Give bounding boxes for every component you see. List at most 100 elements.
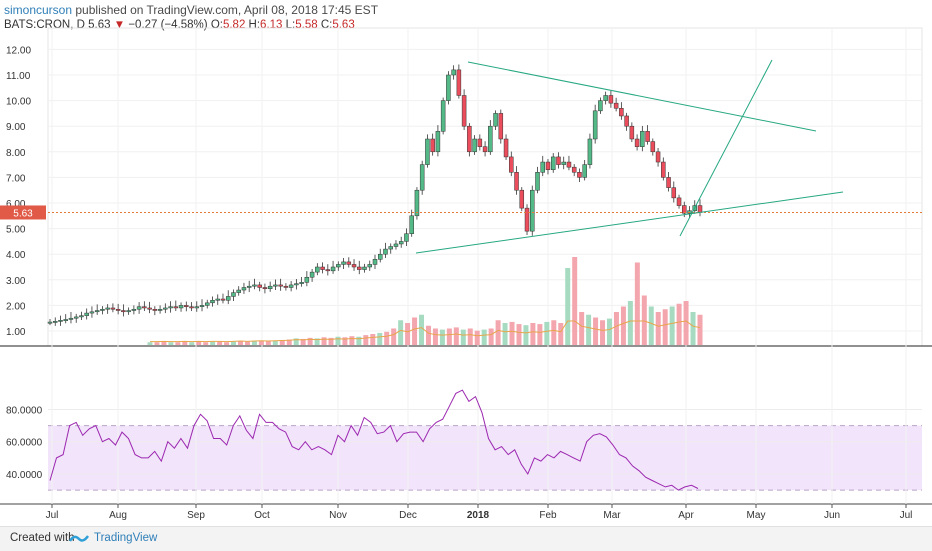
volume-bar — [641, 295, 647, 345]
candle-body — [482, 146, 488, 153]
candle-body — [566, 161, 572, 168]
volume-bar — [217, 341, 223, 345]
volume-bar — [293, 338, 299, 345]
volume-bar — [544, 321, 550, 345]
candle-body — [425, 138, 430, 165]
volume-bar — [342, 337, 348, 345]
author-link[interactable]: simoncurson — [4, 3, 73, 17]
candle-body — [142, 306, 147, 309]
candle-body — [73, 316, 79, 319]
volume-bar — [481, 329, 487, 345]
high-label: H: — [248, 19, 261, 31]
volume-bar — [690, 312, 696, 345]
volume-bar — [196, 341, 202, 345]
candle-body — [519, 189, 525, 209]
candle-body — [341, 261, 346, 265]
candle-body — [571, 166, 577, 173]
candle-body — [435, 131, 441, 153]
rsi-line — [49, 389, 699, 491]
price-tick-label: 11.00 — [6, 71, 31, 82]
price-tick-label: 9.00 — [6, 122, 26, 133]
volume-bar — [523, 325, 529, 345]
price-tick-label: 5.00 — [6, 225, 26, 236]
published-text: published on TradingView.com, April 08, … — [75, 3, 379, 17]
volume-bar — [189, 342, 195, 345]
candle-body — [613, 102, 619, 109]
candle-body — [493, 113, 498, 127]
volume-bar — [349, 336, 355, 345]
volume-bar — [683, 301, 689, 345]
candle-body — [372, 259, 378, 265]
candle-body — [351, 264, 357, 268]
candle-body — [388, 246, 393, 250]
volume-bar — [356, 336, 362, 345]
candle-body — [498, 113, 504, 140]
candle-body — [100, 308, 105, 311]
volume-bar — [537, 324, 543, 345]
volume-bar — [697, 314, 703, 345]
candle-body — [461, 95, 467, 127]
candle-body — [152, 308, 158, 311]
candle-body — [556, 156, 561, 165]
volume-bar — [161, 341, 167, 345]
close-label: C: — [320, 19, 333, 31]
chart-area[interactable]: 1.00 2.00 3.00 4.00 5.00 6.00 7.00 8.00 9.00 10.0… — [0, 0, 932, 526]
candle-body — [330, 266, 336, 272]
candle-body — [262, 287, 268, 290]
volume-bar — [210, 341, 216, 345]
candle-body — [79, 315, 84, 318]
candle-body — [592, 110, 598, 140]
candle-body — [398, 241, 404, 245]
volume-bar — [502, 323, 508, 345]
candle-body — [147, 307, 152, 310]
candle-body — [477, 138, 483, 147]
candle-body — [220, 298, 226, 301]
volume-bar — [627, 301, 633, 345]
candle-body — [671, 187, 677, 199]
volume-bar — [405, 323, 411, 345]
time-tick-label: Dec — [399, 510, 417, 521]
volume-bar — [613, 312, 619, 345]
candle-body — [446, 74, 451, 101]
volume-bar — [384, 331, 390, 345]
candle-body — [377, 253, 383, 260]
volume-bar — [495, 320, 501, 345]
price-tick-label: 8.00 — [6, 148, 26, 159]
candle-body — [430, 138, 435, 153]
candle-body — [404, 233, 409, 242]
candle-body — [697, 205, 703, 213]
volume-bar — [620, 306, 626, 345]
candle-body — [655, 151, 661, 163]
time-tick-label: Jun — [824, 510, 840, 521]
candle-body — [645, 131, 650, 142]
candle-body — [598, 100, 603, 112]
time-tick-label: Aug — [109, 510, 127, 521]
candle-body — [236, 289, 241, 293]
volume-bar — [425, 325, 431, 345]
candle-body — [514, 172, 519, 191]
volume-bar — [314, 338, 320, 345]
candle-body — [246, 285, 252, 288]
candle-body — [309, 271, 315, 278]
candle-body — [456, 69, 462, 96]
candle-body — [168, 306, 173, 309]
volume-bar — [182, 341, 188, 345]
candle-body — [346, 261, 352, 265]
volume-bar — [231, 341, 237, 345]
volume-bar — [530, 323, 536, 345]
candle-body — [136, 306, 142, 310]
tradingview-brand[interactable]: TradingView — [94, 532, 158, 544]
candle-body — [451, 69, 456, 76]
candle-body — [63, 319, 68, 321]
candle-body — [52, 321, 58, 323]
candle-body — [561, 161, 566, 165]
rsi-band — [48, 425, 922, 491]
candle-body — [666, 177, 671, 188]
volume-bar — [586, 314, 592, 345]
volume-bar — [244, 341, 250, 345]
volume-bar — [363, 335, 369, 345]
candle-body — [467, 125, 472, 153]
candle-body — [661, 161, 666, 178]
volume-bar — [474, 330, 480, 345]
candle-body — [608, 95, 614, 104]
